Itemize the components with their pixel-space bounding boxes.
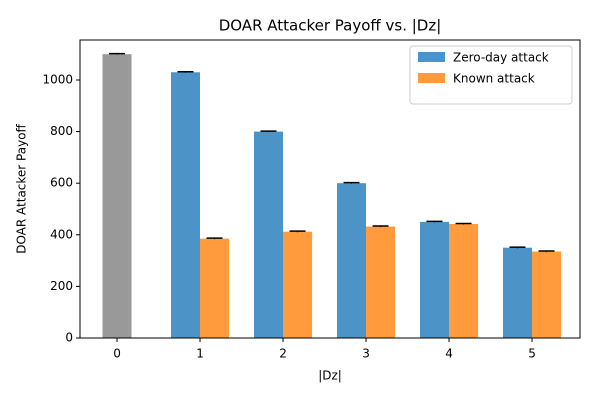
bar [253, 131, 284, 338]
bar [336, 183, 367, 338]
y-axis-label: DOAR Attacker Payoff [15, 123, 29, 253]
legend-swatch [418, 52, 445, 62]
x-tick-label: 2 [279, 347, 287, 361]
x-tick-label: 3 [362, 347, 370, 361]
plot-frame [79, 39, 581, 339]
chart-title: DOAR Attacker Payoff vs. |Dz| [219, 17, 442, 35]
y-tick-label: 600 [50, 176, 73, 190]
y-tick-label: 200 [50, 279, 73, 293]
bar [283, 231, 313, 338]
bar [170, 72, 201, 338]
y-tick-label: 1000 [42, 72, 73, 86]
bar [200, 238, 230, 338]
x-axis-label: |Dz| [318, 369, 342, 383]
bar [502, 247, 533, 338]
bar [102, 54, 132, 338]
y-tick-label: 400 [50, 227, 73, 241]
legend-label: Known attack [453, 72, 535, 86]
bar [419, 221, 450, 338]
legend-label: Zero-day attack [453, 51, 549, 65]
y-tick-label: 800 [50, 124, 73, 138]
x-tick-label: 0 [113, 347, 121, 361]
y-tick-label: 0 [65, 331, 73, 345]
x-tick-label: 5 [528, 347, 536, 361]
x-tick-label: 4 [445, 347, 453, 361]
bar [366, 226, 396, 338]
bar [532, 251, 562, 338]
x-tick-label: 1 [196, 347, 204, 361]
legend-swatch [418, 73, 445, 83]
legend-box [409, 45, 573, 105]
bar [449, 223, 479, 338]
